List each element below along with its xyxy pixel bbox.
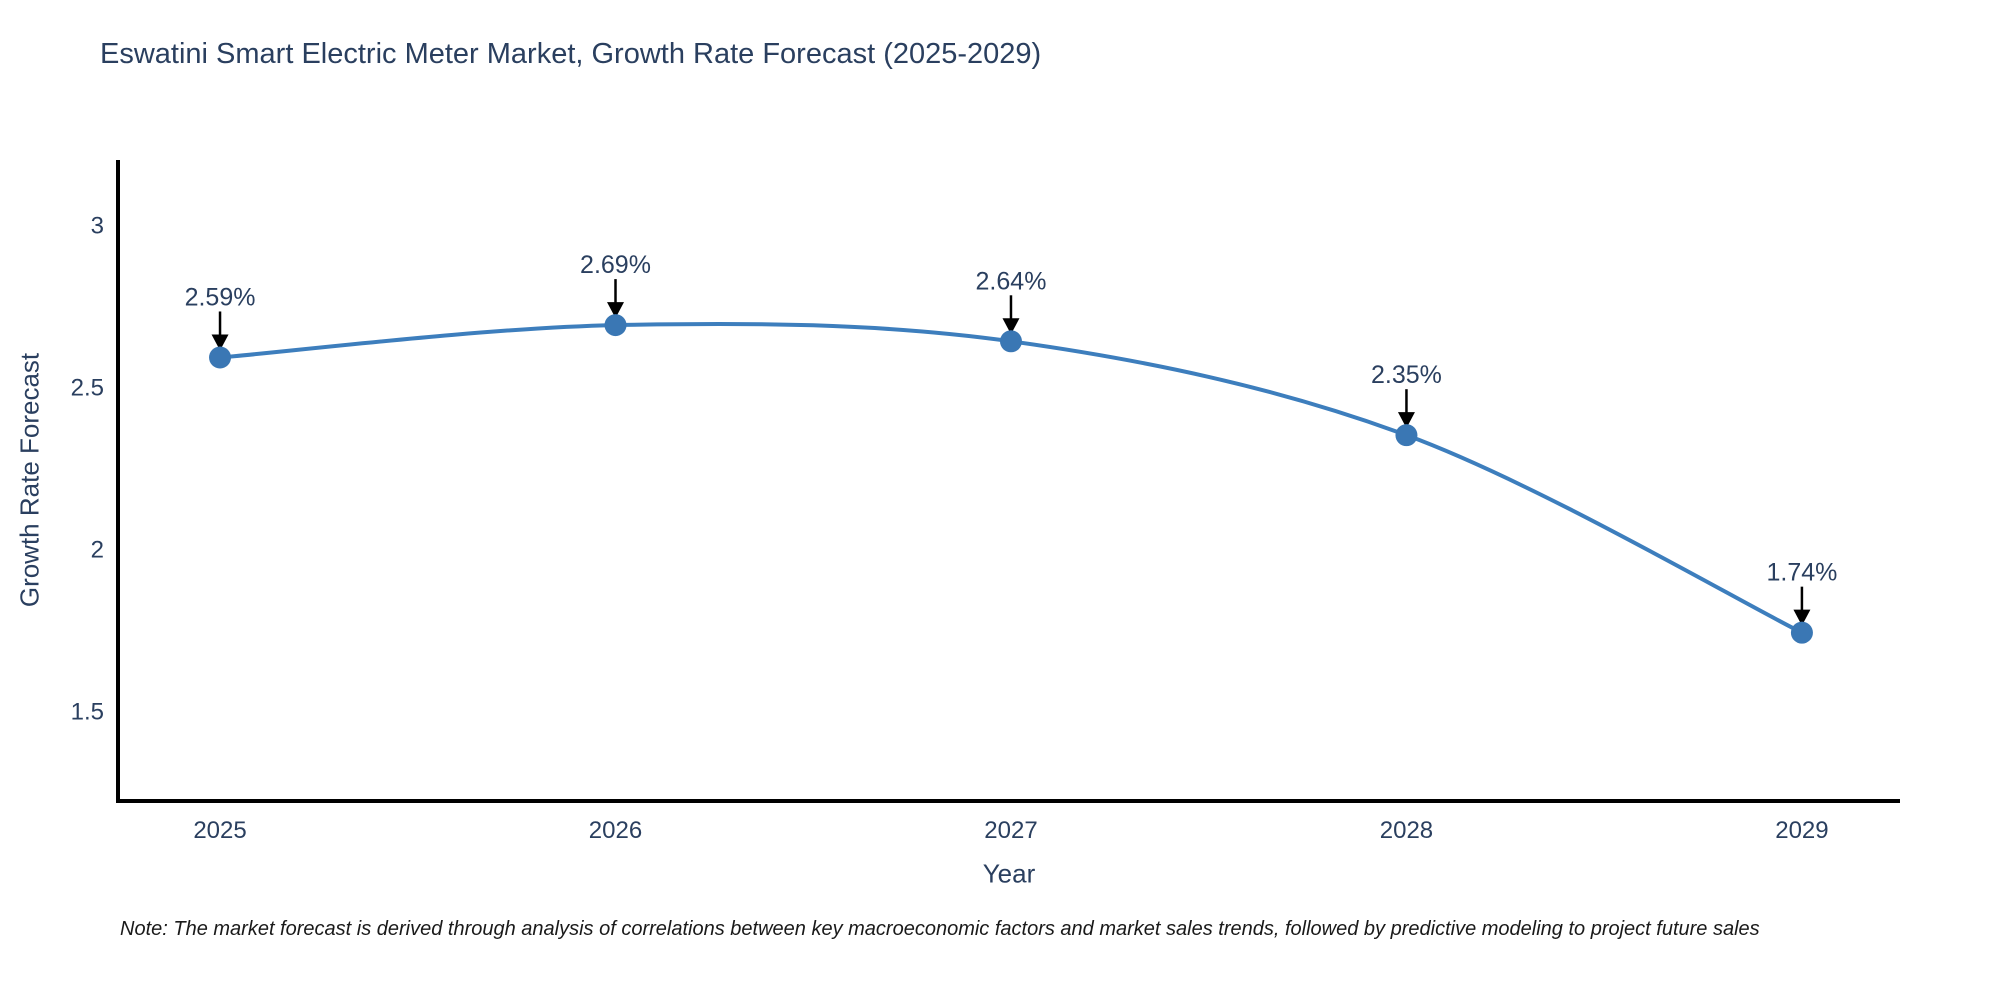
data-point-marker[interactable] — [1395, 424, 1418, 447]
data-point-marker[interactable] — [999, 330, 1022, 353]
y-tick-label: 3 — [91, 213, 104, 240]
point-value-label: 2.59% — [185, 283, 256, 311]
y-tick-label: 2.5 — [71, 375, 104, 402]
annotation-arrow-head — [1002, 318, 1020, 335]
y-tick-label: 1.5 — [71, 698, 104, 725]
annotation-arrow-head — [211, 334, 229, 351]
x-tick-label: 2025 — [193, 817, 246, 844]
point-value-label: 2.35% — [1371, 361, 1442, 389]
x-tick-label: 2029 — [1775, 817, 1828, 844]
data-point-marker[interactable] — [604, 314, 627, 337]
footnote: Note: The market forecast is derived thr… — [120, 918, 1760, 940]
chart-title: Eswatini Smart Electric Meter Market, Gr… — [100, 38, 1042, 70]
data-point-marker[interactable] — [1790, 621, 1813, 644]
point-value-label: 1.74% — [1766, 559, 1837, 587]
y-tick-label: 2 — [91, 536, 104, 563]
annotation-arrow-head — [1397, 412, 1415, 429]
annotation-arrow-head — [607, 302, 625, 319]
x-axis-title: Year — [982, 858, 1036, 889]
x-tick-label: 2026 — [589, 817, 642, 844]
point-value-label: 2.64% — [976, 267, 1047, 295]
point-value-label: 2.69% — [580, 251, 651, 279]
x-tick-label: 2028 — [1380, 817, 1433, 844]
data-point-marker[interactable] — [209, 346, 232, 369]
annotation-arrow-head — [1793, 609, 1811, 626]
x-tick-label: 2027 — [984, 817, 1037, 844]
forecast-line — [218, 321, 1804, 635]
